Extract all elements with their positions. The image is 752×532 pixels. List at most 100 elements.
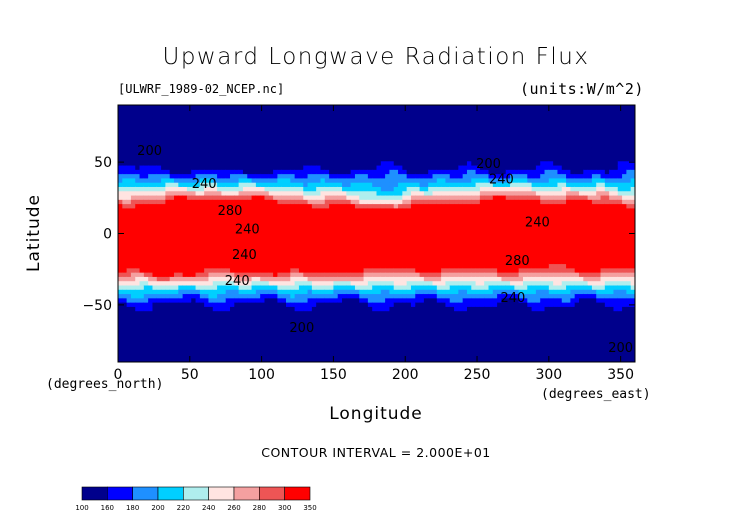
heatmap-cell xyxy=(260,306,266,312)
heatmap-cell xyxy=(466,122,472,128)
heatmap-cell xyxy=(419,143,425,149)
heatmap-cell xyxy=(298,302,304,307)
heatmap-cell xyxy=(316,212,322,217)
heatmap-cell xyxy=(359,323,365,329)
heatmap-cell xyxy=(204,173,210,179)
heatmap-cell xyxy=(148,340,154,346)
heatmap-cell xyxy=(195,280,201,286)
heatmap-cell xyxy=(199,134,205,140)
heatmap-cell xyxy=(161,212,166,217)
heatmap-cell xyxy=(281,229,287,235)
heatmap-cell xyxy=(273,134,279,140)
heatmap-cell xyxy=(143,203,149,209)
heatmap-cell xyxy=(238,220,244,226)
heatmap-cell xyxy=(436,126,442,132)
heatmap-cell xyxy=(277,310,283,316)
heatmap-cell xyxy=(376,109,382,115)
heatmap-cell xyxy=(337,130,343,136)
heatmap-cell xyxy=(294,289,300,295)
heatmap-cell xyxy=(307,254,313,260)
heatmap-cell xyxy=(195,186,201,192)
heatmap-cell xyxy=(255,233,261,239)
heatmap-cell xyxy=(152,349,158,355)
heatmap-cell xyxy=(454,237,459,243)
heatmap-cell xyxy=(234,147,240,153)
heatmap-cell xyxy=(354,250,360,256)
heatmap-cell xyxy=(445,182,451,187)
heatmap-cell xyxy=(217,186,222,192)
heatmap-cell xyxy=(458,177,464,183)
heatmap-cell xyxy=(294,314,300,320)
heatmap-cell xyxy=(135,220,141,226)
heatmap-cell xyxy=(466,156,472,162)
heatmap-cell xyxy=(423,113,429,119)
heatmap-cell xyxy=(458,327,464,333)
heatmap-cell xyxy=(428,349,434,355)
heatmap-cell xyxy=(204,139,210,145)
heatmap-cell xyxy=(415,332,421,337)
heatmap-cell xyxy=(260,169,266,175)
heatmap-cell xyxy=(367,203,373,209)
heatmap-cell xyxy=(389,263,395,269)
heatmap-cell xyxy=(281,242,287,247)
heatmap-cell xyxy=(139,122,145,128)
heatmap-cell xyxy=(462,314,468,320)
heatmap-cell xyxy=(290,139,296,145)
heatmap-cell xyxy=(242,284,248,290)
heatmap-cell xyxy=(462,199,468,205)
heatmap-cell xyxy=(393,314,399,320)
heatmap-cell xyxy=(126,229,132,235)
heatmap-cell xyxy=(234,293,240,299)
heatmap-cell xyxy=(466,336,472,342)
heatmap-cell xyxy=(432,284,438,290)
heatmap-cell xyxy=(432,122,438,128)
heatmap-cell xyxy=(294,302,300,307)
heatmap-cell xyxy=(122,186,128,192)
heatmap-cell xyxy=(251,254,257,260)
heatmap-cell xyxy=(234,156,240,162)
heatmap-cell xyxy=(458,353,464,359)
heatmap-cell xyxy=(217,237,222,243)
heatmap-cell xyxy=(445,143,451,149)
heatmap-cell xyxy=(122,164,128,170)
heatmap-cell xyxy=(225,293,231,299)
heatmap-cell xyxy=(161,310,166,316)
heatmap-cell xyxy=(186,284,192,290)
heatmap-cell xyxy=(389,250,395,256)
heatmap-cell xyxy=(273,130,279,136)
heatmap-cell xyxy=(385,152,391,157)
heatmap-cell xyxy=(260,349,266,355)
heatmap-cell xyxy=(230,169,235,175)
heatmap-cell xyxy=(423,203,429,209)
heatmap-cell xyxy=(204,327,210,333)
heatmap-cell xyxy=(230,267,235,273)
heatmap-cell xyxy=(436,323,442,329)
heatmap-cell xyxy=(393,242,399,247)
heatmap-cell xyxy=(130,259,136,265)
heatmap-cell xyxy=(174,242,179,247)
heatmap-cell xyxy=(466,117,472,123)
heatmap-cell xyxy=(139,212,145,217)
heatmap-cell xyxy=(174,229,179,235)
heatmap-cell xyxy=(423,327,429,333)
heatmap-cell xyxy=(462,220,468,226)
heatmap-cell xyxy=(130,177,136,183)
heatmap-cell xyxy=(436,263,442,269)
heatmap-cell xyxy=(204,302,210,307)
heatmap-cell xyxy=(441,289,447,295)
heatmap-cell xyxy=(454,169,459,175)
heatmap-cell xyxy=(234,109,240,115)
heatmap-cell xyxy=(428,310,434,316)
heatmap-cell xyxy=(376,302,382,307)
heatmap-cell xyxy=(449,126,455,132)
heatmap-cell xyxy=(363,164,369,170)
heatmap-cell xyxy=(350,332,356,337)
heatmap-cell xyxy=(247,199,253,205)
heatmap-cell xyxy=(199,186,205,192)
heatmap-cell xyxy=(367,229,373,235)
heatmap-cell xyxy=(333,177,339,183)
heatmap-cell xyxy=(208,122,214,128)
heatmap-cell xyxy=(359,349,365,355)
heatmap-cell xyxy=(290,267,296,273)
heatmap-cell xyxy=(367,319,373,325)
